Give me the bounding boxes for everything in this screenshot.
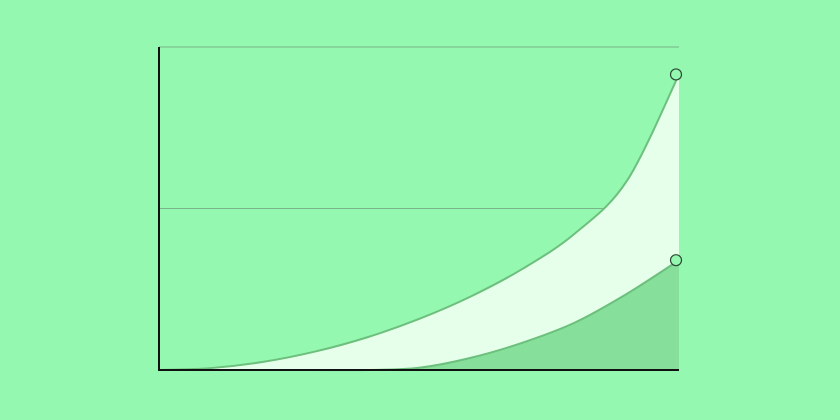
end-markers — [669, 68, 683, 267]
series-0-end-marker — [669, 68, 683, 81]
series-1-area — [159, 260, 679, 371]
series-0-line — [158, 74, 680, 371]
axes — [158, 47, 679, 371]
series-0-area — [159, 74, 679, 370]
series-1-end-marker — [669, 254, 683, 267]
grid-lines — [159, 46, 679, 209]
